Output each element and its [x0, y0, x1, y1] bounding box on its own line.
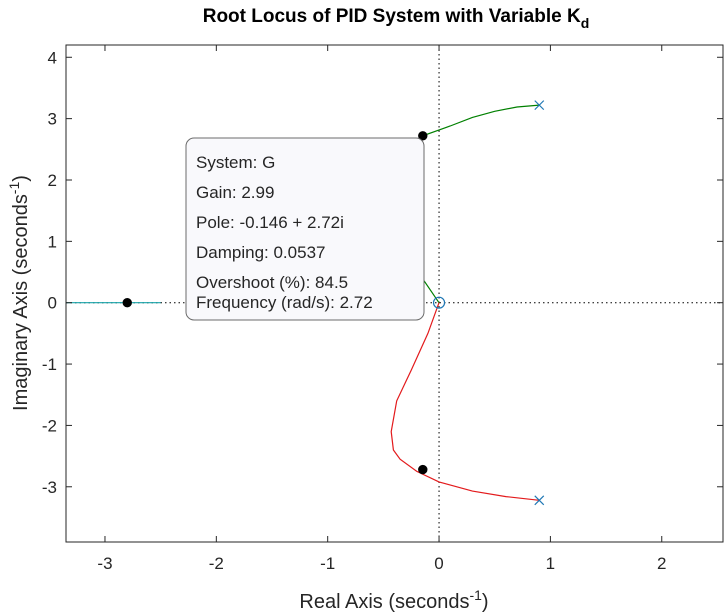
x-axis-label-suffix: ) [482, 591, 489, 613]
zero-marker-1 [432, 296, 446, 309]
datatip-line-damping: Damping: 0.0537 [196, 243, 325, 262]
pole-marker-stroke [534, 100, 545, 111]
selected-point-3 [418, 464, 428, 475]
datatip-line-system: System: G [196, 153, 275, 172]
y-tick-label: 2 [48, 171, 57, 190]
x-tick-label: 2 [657, 554, 666, 573]
x-tick-label: -3 [97, 554, 112, 573]
datatip-box [185, 137, 425, 321]
y-tick-label: -2 [42, 416, 57, 435]
y-axis-label: Imaginary Axis (seconds-1) [6, 175, 32, 411]
y-tick-label: -3 [42, 478, 57, 497]
selected-point-2 [418, 131, 428, 141]
datatip-line-frequency: Frequency (rad/s): 2.72 [196, 293, 373, 312]
pole-marker-2 [534, 495, 545, 506]
y-tick-label: 0 [48, 294, 57, 313]
datatip-line-gain: Gain: 2.99 [196, 183, 274, 202]
chart-title-main: Root Locus of PID System with Variable K [203, 6, 581, 27]
y-axis-label-main: Imaginary Axis (seconds [10, 194, 32, 411]
markers [122, 100, 545, 506]
chart-title-subscript: d [581, 15, 590, 31]
pole-marker-1 [534, 100, 545, 111]
chart-title: Root Locus of PID System with Variable K… [203, 6, 590, 31]
y-tick-label: 1 [48, 232, 57, 251]
locus-branch-2 [390, 302, 540, 501]
ticks: -3 -2 -1 0 1 2 -3 -2 -1 0 1 2 3 4 [42, 45, 723, 573]
datatip-line-pole: Pole: -0.146 + 2.72i [196, 213, 344, 232]
x-axis-label-main: Real Axis (seconds [299, 591, 469, 613]
x-axis-label: Real Axis (seconds-1) [299, 587, 488, 613]
y-tick-label: 4 [48, 48, 57, 67]
x-tick-label: 0 [434, 554, 443, 573]
y-axis-label-suffix: ) [10, 175, 32, 182]
datatip[interactable]: System: G Gain: 2.99 Pole: -0.146 + 2.72… [185, 137, 425, 321]
plot-frame [65, 44, 724, 543]
y-axis-label-superscript: -1 [6, 182, 22, 195]
pole-marker-stroke [534, 495, 545, 506]
selected-point-1 [122, 298, 132, 308]
x-axis-label-superscript: -1 [469, 587, 482, 603]
datatip-line-overshoot: Overshoot (%): 84.5 [196, 273, 348, 292]
x-tick-label: 1 [546, 554, 555, 573]
y-tick-label: 3 [48, 110, 57, 129]
x-tick-label: -2 [209, 554, 224, 573]
y-tick-label: -1 [42, 355, 57, 374]
x-tick-label: -1 [320, 554, 335, 573]
